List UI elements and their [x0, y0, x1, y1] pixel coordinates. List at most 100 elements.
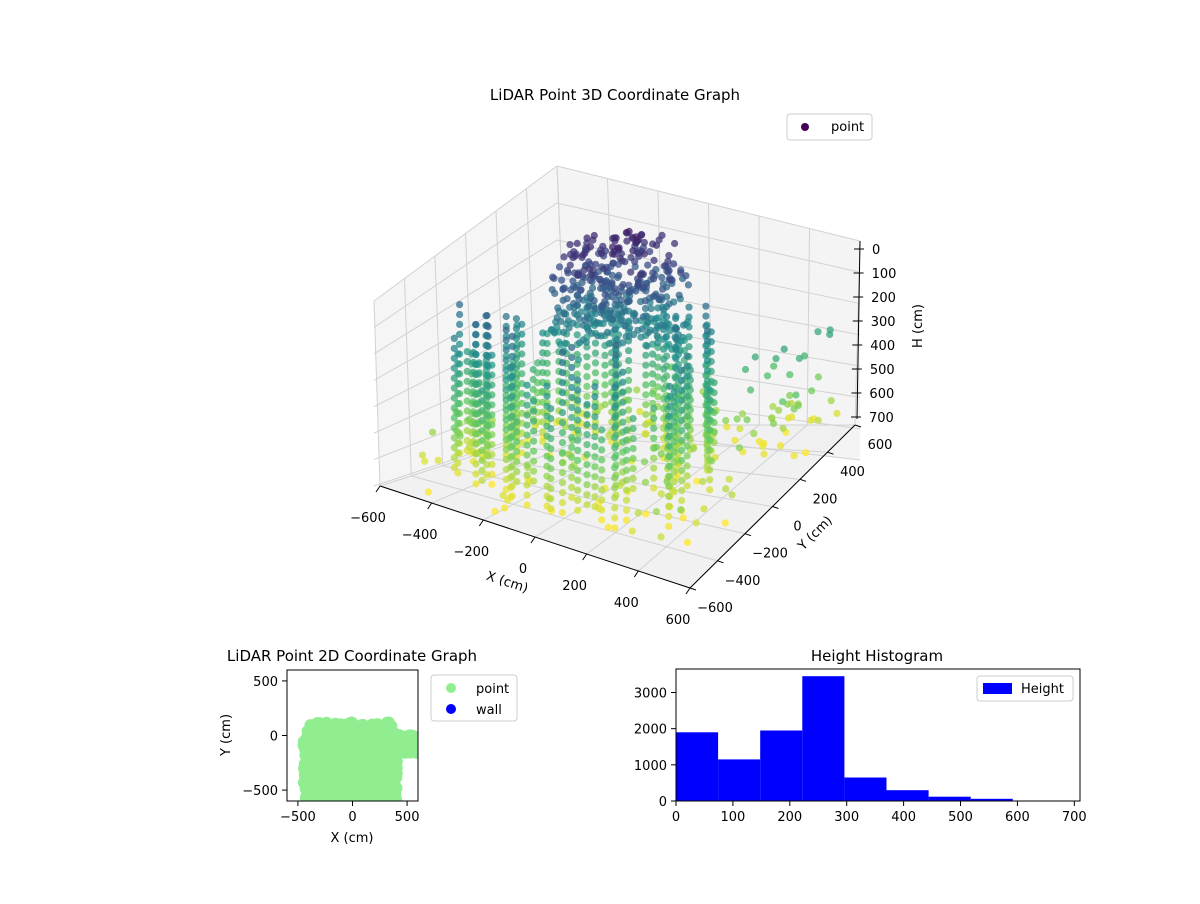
data-point-3d [524, 442, 531, 449]
x-tick-label-2d: 500 [395, 810, 420, 825]
y-tick-label-hist: 1000 [634, 759, 667, 774]
data-point-3d [704, 337, 711, 344]
data-point-3d [605, 524, 612, 531]
data-point-3d [587, 243, 594, 250]
data-point-3d [650, 485, 657, 492]
data-point-3d [591, 473, 598, 480]
data-point-3d [574, 497, 581, 504]
data-point-3d [641, 250, 648, 257]
data-point-3d [594, 332, 601, 339]
data-point-3d [612, 351, 619, 358]
data-point-3d [488, 481, 495, 488]
data-point-3d [611, 464, 618, 471]
data-point-3d [485, 343, 492, 350]
data-point-3d [770, 363, 777, 370]
data-point-3d [601, 401, 608, 408]
data-point-3d [576, 339, 583, 346]
data-point-2d [383, 747, 395, 759]
histogram-bar [844, 778, 886, 802]
data-point-3d [611, 454, 618, 461]
data-point-3d [451, 424, 458, 431]
data-point-2d [323, 792, 335, 804]
data-point-3d [759, 443, 766, 450]
data-point-3d [641, 239, 648, 246]
x-tick-label-3d: −200 [453, 545, 489, 560]
data-point-3d [672, 325, 679, 332]
data-point-3d [592, 350, 599, 357]
data-point-3d [472, 421, 479, 428]
data-point-3d [630, 485, 637, 492]
data-point-3d [706, 396, 713, 403]
data-point-3d [665, 423, 672, 430]
data-point-3d [642, 479, 649, 486]
data-point-3d [684, 482, 691, 489]
data-point-3d [451, 404, 458, 411]
x-tick-label-hist: 400 [891, 810, 916, 825]
data-point-3d [630, 445, 637, 452]
data-point-3d [700, 505, 707, 512]
x-tick-label-hist: 100 [720, 810, 745, 825]
data-point-3d [672, 345, 679, 352]
data-point-3d [591, 232, 598, 239]
data-point-3d [479, 417, 486, 424]
data-point-3d [530, 428, 537, 435]
data-point-3d [464, 427, 471, 434]
data-point-3d [665, 443, 672, 450]
data-point-3d [591, 403, 598, 410]
data-point-3d [574, 240, 581, 247]
data-point-3d [559, 399, 566, 406]
data-point-3d [731, 437, 738, 444]
data-point-3d [660, 356, 667, 363]
data-point-3d [665, 493, 672, 500]
data-point-3d [607, 307, 614, 314]
data-point-3d [583, 501, 590, 508]
data-point-3d [559, 419, 566, 426]
data-point-3d [524, 472, 531, 479]
data-point-2d [374, 792, 386, 804]
data-point-3d [560, 285, 567, 292]
data-point-3d [464, 437, 471, 444]
data-point-3d [624, 298, 631, 305]
legend-marker-height [983, 683, 1012, 694]
data-point-3d [630, 455, 637, 462]
data-point-3d [559, 349, 566, 356]
data-point-3d [706, 406, 713, 413]
data-point-3d [479, 437, 486, 444]
data-point-3d [619, 369, 626, 376]
data-point-3d [666, 403, 673, 410]
data-point-3d [574, 397, 581, 404]
data-point-3d [451, 385, 458, 392]
data-point-3d [539, 369, 546, 376]
data-point-3d [524, 402, 531, 409]
data-point-3d [513, 458, 520, 465]
data-point-3d [685, 304, 692, 311]
data-point-3d [479, 447, 486, 454]
data-point-3d [435, 457, 442, 464]
data-point-3d [592, 359, 599, 366]
data-point-3d [583, 421, 590, 428]
data-point-3d [659, 286, 666, 293]
data-point-3d [568, 364, 575, 371]
data-point-3d [664, 478, 671, 485]
data-point-3d [574, 467, 581, 474]
data-point-3d [602, 291, 609, 298]
data-point-3d [653, 508, 660, 515]
data-point-3d [574, 272, 581, 279]
data-point-3d [828, 397, 835, 404]
histogram-bar [676, 732, 718, 801]
histogram-bar [760, 731, 802, 802]
data-point-3d [611, 384, 618, 391]
data-point-3d [530, 458, 537, 465]
data-point-3d [539, 339, 546, 346]
data-point-2d [319, 752, 331, 764]
data-point-3d [513, 325, 520, 332]
data-point-3d [775, 407, 782, 414]
data-point-2d [327, 720, 339, 732]
data-point-3d [547, 425, 554, 432]
legend-label-height: Height [1021, 682, 1064, 697]
data-point-3d [642, 352, 649, 359]
y-tick-label-3d: 400 [840, 465, 865, 480]
data-point-3d [503, 337, 510, 344]
data-point-3d [509, 413, 516, 420]
x-tick-label-hist: 700 [1062, 810, 1087, 825]
